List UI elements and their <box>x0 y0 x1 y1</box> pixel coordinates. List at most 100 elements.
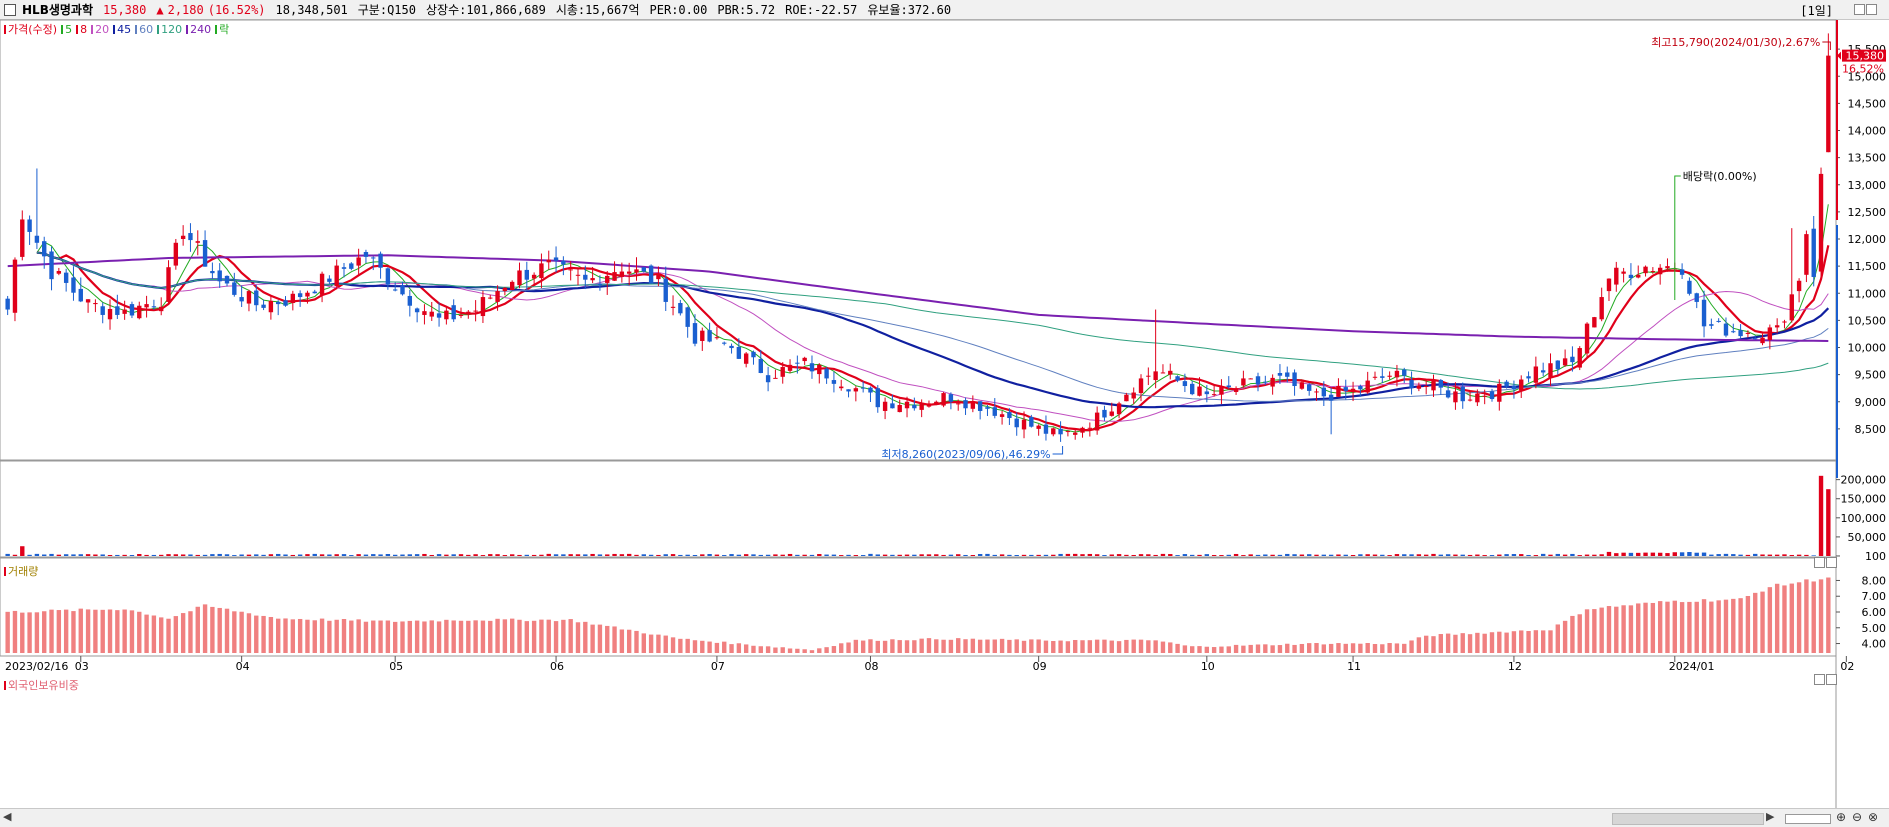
candle-body <box>1043 424 1049 434</box>
volume-panel-close-icon[interactable] <box>1826 557 1837 568</box>
candle-body <box>1599 297 1604 320</box>
volume-bar <box>882 554 888 556</box>
volume-bar <box>1599 554 1604 556</box>
foreign-holding-bar <box>85 609 91 653</box>
volume-bar <box>1138 554 1144 556</box>
legend-item-5[interactable]: 60 <box>135 23 153 36</box>
zoom-out-icon[interactable]: ⊖ <box>1852 810 1863 824</box>
candle-body <box>546 259 551 263</box>
current-price-tag <box>1842 49 1886 62</box>
foreign-panel-close-icon[interactable] <box>1826 674 1837 685</box>
volume-bar <box>451 554 456 556</box>
legend-item-2[interactable]: 8 <box>76 23 87 36</box>
candle-body <box>1482 395 1487 397</box>
volume-bar <box>261 554 266 556</box>
volume-bar <box>1051 554 1056 556</box>
candle-body <box>1065 431 1071 433</box>
foreign-holding-bar <box>276 618 281 653</box>
candle-body <box>1650 271 1656 273</box>
foreign-holding-bar <box>977 639 983 653</box>
candle-body <box>297 293 303 298</box>
legend-item-7[interactable]: 240 <box>186 23 211 36</box>
candle-body <box>392 289 398 291</box>
ma-8-line <box>36 245 1830 432</box>
volume-bar <box>1614 553 1619 556</box>
volume-bar <box>1350 555 1356 556</box>
legend-item-8[interactable]: 락 <box>215 23 229 36</box>
volume-bar <box>1672 552 1677 556</box>
volume-panel-minimize-icon[interactable] <box>1814 557 1825 568</box>
candle-body <box>1328 394 1334 401</box>
foreign-holding-bar <box>809 650 815 653</box>
high-arrow <box>1822 41 1831 50</box>
foreign-holding-bar <box>502 619 508 653</box>
foreign-panel-minimize-icon[interactable] <box>1814 674 1825 685</box>
candle-body <box>1774 325 1780 328</box>
volume-bar <box>539 554 544 556</box>
volume-bar <box>188 554 193 556</box>
chart-scrollbar[interactable]: ◀ ▶ ⊕ ⊖ ⊗ <box>0 808 1889 827</box>
volume-bar <box>254 554 259 556</box>
volume-bar <box>1182 554 1188 556</box>
foreign-holding-bar <box>634 630 639 653</box>
legend-item-4[interactable]: 45 <box>113 23 131 36</box>
foreign-holding-bar <box>1299 643 1305 653</box>
foreign-holding-bar <box>553 621 559 653</box>
volume-bar <box>787 553 793 556</box>
candle-body <box>941 393 946 406</box>
period-selector[interactable]: [1일] <box>1800 4 1833 18</box>
candle-body <box>1431 380 1436 391</box>
foreign-holding-bar <box>714 642 720 653</box>
volume-bar <box>1255 554 1261 556</box>
volume-panel-label: 거래량 <box>4 563 38 579</box>
candle-body <box>985 407 990 409</box>
scroll-right-icon[interactable]: ▶ <box>1766 810 1775 823</box>
candle-body <box>1380 376 1385 378</box>
zoom-slider[interactable] <box>1785 814 1831 824</box>
scroll-thumb[interactable] <box>1612 813 1764 825</box>
candle-body <box>429 311 434 317</box>
zoom-in-icon[interactable]: ⊕ <box>1836 810 1847 824</box>
volume-bar <box>758 554 763 556</box>
stock-name[interactable]: HLB생명과학 <box>22 3 93 17</box>
legend-item-0[interactable]: 가격(수정) <box>4 23 57 36</box>
volume-bar <box>1233 553 1239 556</box>
price-legend: 가격(수정) 5 8 20 45 60 120 240 락 <box>4 21 233 37</box>
candle-body <box>648 265 654 284</box>
volume-bar <box>334 554 339 556</box>
volume-bar <box>1438 554 1444 556</box>
foreign-holding-bar <box>509 618 515 653</box>
candle-body <box>692 323 698 344</box>
candle-body <box>926 403 932 407</box>
foreign-holding-bar <box>1190 646 1195 653</box>
foreign-holding-bar <box>488 620 493 653</box>
candle-body <box>195 241 200 243</box>
volume-bar <box>1701 552 1707 556</box>
foreign-holding-bar <box>729 644 734 653</box>
volume-bar <box>612 553 617 556</box>
scroll-left-icon[interactable]: ◀ <box>3 810 12 823</box>
minimize-icon[interactable] <box>1854 4 1865 15</box>
candle-body <box>27 219 32 232</box>
candle-body <box>1387 375 1392 377</box>
volume-bar <box>919 554 924 556</box>
foreign-holding-bar <box>970 638 976 653</box>
legend-item-6[interactable]: 120 <box>157 23 182 36</box>
volume-bar <box>1306 554 1312 556</box>
foreign-holding-bar <box>1614 606 1619 653</box>
zoom-fit-icon[interactable]: ⊗ <box>1868 810 1879 824</box>
candle-body <box>904 401 910 409</box>
volume-bar <box>1146 554 1151 556</box>
foreign-holding-bar <box>773 647 778 653</box>
maximize-icon[interactable] <box>1866 4 1877 15</box>
volume-bar <box>977 554 983 556</box>
legend-item-1[interactable]: 5 <box>61 23 72 36</box>
candle-body <box>1445 390 1451 398</box>
volume-bar <box>56 554 62 556</box>
foreign-holding-bar <box>166 618 171 653</box>
candle-body <box>1489 391 1495 400</box>
select-checkbox[interactable] <box>4 3 16 16</box>
foreign-holding-bar <box>385 620 391 653</box>
foreign-holding-bar <box>1745 595 1751 653</box>
legend-item-3[interactable]: 20 <box>91 23 109 36</box>
